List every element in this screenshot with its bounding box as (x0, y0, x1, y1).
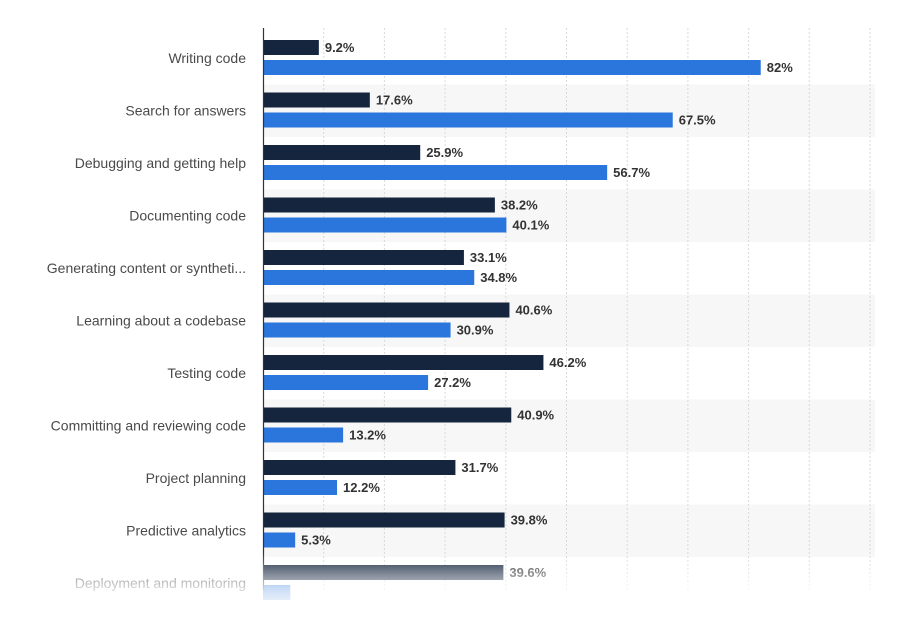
bar[interactable] (263, 512, 505, 528)
data-label: 46.2% (549, 355, 586, 370)
bar[interactable] (263, 112, 673, 128)
category-label: Writing code (168, 50, 246, 66)
category-label: Predictive analytics (126, 523, 246, 539)
data-label: 30.9% (457, 323, 494, 338)
row-band (263, 399, 875, 452)
data-label: 39.6% (509, 565, 546, 580)
bar[interactable] (263, 585, 291, 600)
bar[interactable] (263, 322, 451, 338)
data-label: 40.9% (517, 408, 554, 423)
category-label: Search for answers (125, 103, 246, 119)
bar[interactable] (263, 145, 421, 160)
bar[interactable] (263, 407, 512, 423)
data-label: 27.2% (434, 375, 471, 390)
data-label: 82% (767, 60, 793, 75)
bar[interactable] (263, 460, 456, 475)
data-label: 12.2% (343, 480, 380, 495)
bar[interactable] (263, 270, 475, 285)
row-band (263, 294, 875, 347)
category-label: Committing and reviewing code (51, 418, 247, 434)
data-label: 40.1% (512, 218, 549, 233)
bar[interactable] (263, 480, 338, 495)
data-label: 33.1% (470, 250, 507, 265)
row-band (263, 504, 875, 557)
data-label: 9.2% (325, 40, 355, 55)
bar[interactable] (263, 532, 296, 548)
data-label: 67.5% (679, 113, 716, 128)
bar[interactable] (263, 302, 510, 318)
category-label: Testing code (167, 365, 246, 381)
bar[interactable] (263, 217, 507, 233)
data-label: 38.2% (501, 198, 538, 213)
category-label: Deployment and monitoring (75, 575, 246, 591)
category-label: Debugging and getting help (75, 155, 246, 171)
bar[interactable] (263, 92, 370, 108)
data-label: 40.6% (515, 303, 552, 318)
bar[interactable] (263, 60, 761, 75)
data-label: 25.9% (426, 145, 463, 160)
bar[interactable] (263, 355, 544, 370)
data-label: 39.8% (511, 513, 548, 528)
category-label: Documenting code (129, 208, 246, 224)
row-band (263, 189, 875, 242)
data-label: 17.6% (376, 93, 413, 108)
bar[interactable] (263, 375, 429, 390)
bar[interactable] (263, 197, 495, 213)
bar[interactable] (263, 427, 344, 443)
bar[interactable] (263, 165, 608, 180)
category-label: Project planning (146, 470, 246, 486)
bar[interactable] (263, 250, 464, 265)
data-label: 13.2% (349, 428, 386, 443)
row-band (263, 84, 875, 137)
data-label: 5.3% (301, 533, 331, 548)
data-label: 56.7% (613, 165, 650, 180)
bar[interactable] (263, 40, 319, 55)
data-label: 31.7% (461, 460, 498, 475)
category-label: Generating content or syntheti... (47, 260, 246, 276)
bar[interactable] (263, 565, 504, 580)
data-label: 34.8% (480, 270, 517, 285)
category-label: Learning about a codebase (76, 313, 246, 329)
